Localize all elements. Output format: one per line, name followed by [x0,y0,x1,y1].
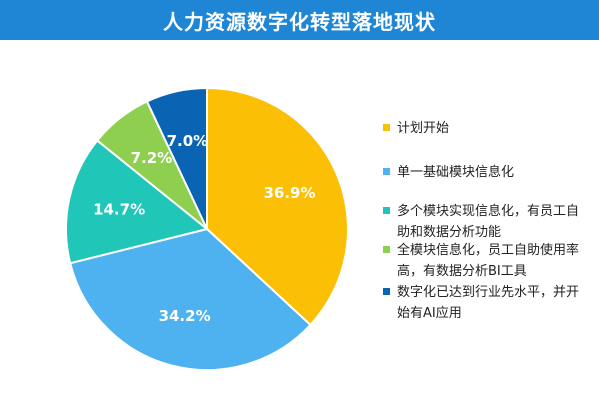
legend-label: 数字化已达到行业先水平，并开始有AI应用 [397,285,580,321]
pie-data-label-3: 14.7% [93,201,145,219]
legend-swatch [383,124,390,131]
pie-data-label-4: 7.2% [131,149,173,167]
legend-item-1: 计划开始 [383,118,593,139]
legend-swatch [383,288,390,295]
legend-label: 多个模块实现信息化，有员工自助和数据分析功能 [397,204,580,240]
title-bar: 人力资源数字化转型落地现状 [0,0,599,40]
pie-slice-2 [68,227,312,371]
legend-swatch [383,246,390,253]
pie-slice-5 [145,86,208,230]
chart-title: 人力资源数字化转型落地现状 [163,9,436,34]
legend-item-5: 数字化已达到行业先水平，并开始有AI应用 [383,282,593,324]
legend-label: 单一基础模块信息化 [397,165,515,180]
pie-slice-1 [206,86,349,327]
legend-item-3: 多个模块实现信息化，有员工自助和数据分析功能 [383,201,593,243]
legend-item-4: 全模块信息化，员工自助使用率高，有数据分析BI工具 [383,240,593,282]
chart-legend: 计划开始单一基础模块信息化多个模块实现信息化，有员工自助和数据分析功能 全模块信息… [383,0,593,407]
pie-data-label-5: 7.0% [167,132,209,150]
legend-label: 计划开始 [397,121,450,136]
pie-data-label-2: 34.2% [159,307,211,325]
pie-data-label-1: 36.9% [263,184,315,202]
pie-slice-3 [65,139,210,265]
legend-item-2: 单一基础模块信息化 [383,162,593,183]
legend-label: 全模块信息化，员工自助使用率高，有数据分析BI工具 [397,243,580,279]
legend-swatch [383,168,390,175]
legend-swatch [383,207,390,214]
